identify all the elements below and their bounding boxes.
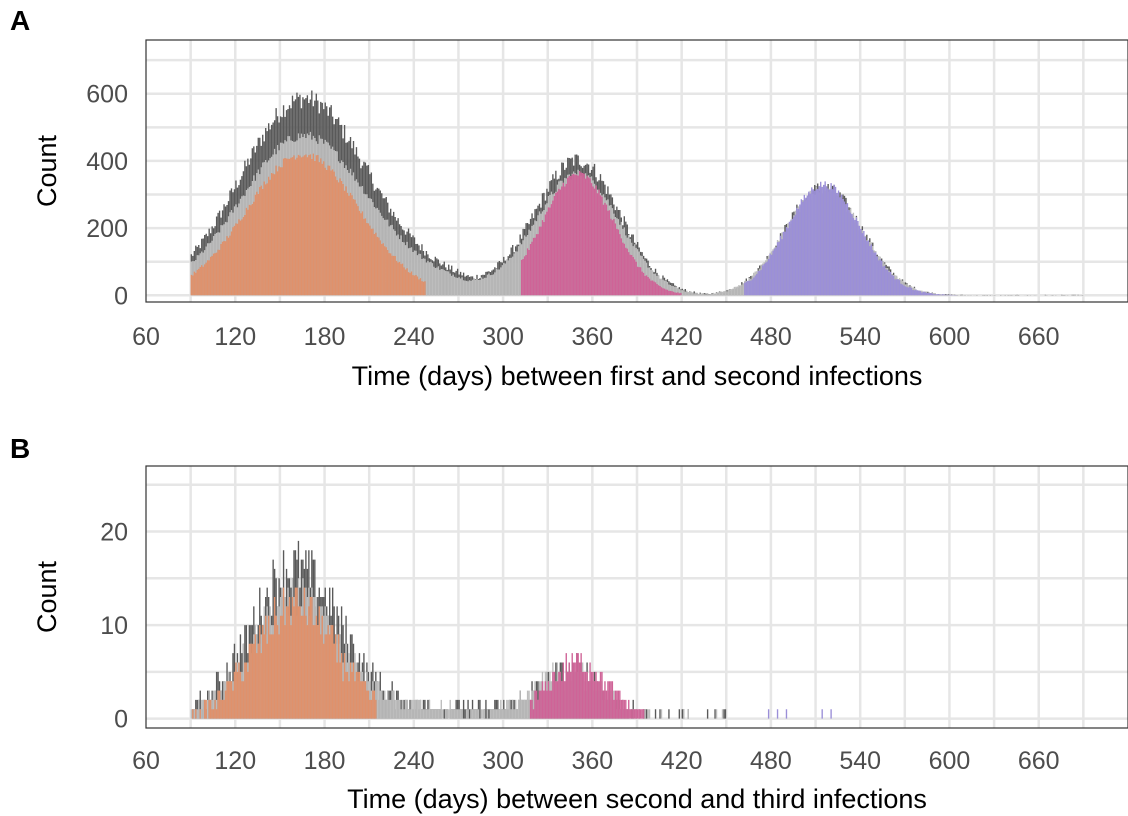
y-tick-label: 600 <box>86 81 128 109</box>
x-tick-label: 660 <box>1018 747 1060 775</box>
panel-a-letter: A <box>10 5 30 36</box>
panel-b-x-ticks: 60 120 180 240 300 360 420 480 540 600 660 <box>132 747 1059 775</box>
x-tick-label: 120 <box>214 323 256 351</box>
x-tick-label: 600 <box>929 747 971 775</box>
x-tick-label: 600 <box>929 323 971 351</box>
panel-a-bars <box>190 90 1084 296</box>
series-third_peak-bars <box>744 181 957 296</box>
panel-a-y-ticks: 0 200 400 600 <box>86 81 128 311</box>
x-tick-label: 360 <box>572 747 614 775</box>
x-tick-label: 120 <box>214 747 256 775</box>
y-tick-label: 20 <box>100 519 128 547</box>
x-tick-label: 180 <box>304 323 346 351</box>
x-tick-label: 240 <box>393 323 435 351</box>
panel-b: B 60 120 180 240 300 360 420 480 540 600 660 0 10 20… <box>10 433 1128 814</box>
y-tick-label: 200 <box>86 215 128 243</box>
x-tick-label: 180 <box>304 747 346 775</box>
y-tick-label: 400 <box>86 148 128 176</box>
x-tick-label: 420 <box>661 747 703 775</box>
x-tick-label: 360 <box>572 323 614 351</box>
x-tick-label: 300 <box>482 323 524 351</box>
series-second_peak-bars <box>520 171 682 296</box>
panel-b-x-axis-title: Time (days) between second and third inf… <box>347 784 927 814</box>
y-tick-label: 0 <box>114 282 128 310</box>
y-tick-label: 0 <box>114 706 128 734</box>
series-second_peak-bars <box>529 653 645 719</box>
panel-b-frame <box>145 465 1128 729</box>
panel-b-y-ticks: 0 10 20 <box>100 519 128 734</box>
panel-b-bars <box>190 540 832 719</box>
panel-a: A 60 120 180 240 300 360 420 480 540 600 660 0 200 4… <box>10 5 1128 391</box>
panel-a-x-axis-title: Time (days) between first and second inf… <box>352 361 923 391</box>
panel-b-letter: B <box>10 433 30 464</box>
x-tick-label: 480 <box>750 323 792 351</box>
panel-a-x-ticks: 60 120 180 240 300 360 420 480 540 600 660 <box>132 323 1059 351</box>
x-tick-label: 60 <box>132 747 160 775</box>
series-first_peak-bars <box>192 587 377 719</box>
x-tick-label: 540 <box>839 323 881 351</box>
x-tick-label: 660 <box>1018 323 1060 351</box>
series-first_peak-bars <box>190 153 426 296</box>
x-tick-label: 540 <box>839 747 881 775</box>
x-tick-label: 60 <box>132 323 160 351</box>
panel-b-y-axis-title: Count <box>32 560 62 633</box>
panel-a-frame <box>145 39 1128 303</box>
x-tick-label: 420 <box>661 323 703 351</box>
x-tick-label: 300 <box>482 747 524 775</box>
x-tick-label: 480 <box>750 747 792 775</box>
y-tick-label: 10 <box>100 612 128 640</box>
x-tick-label: 240 <box>393 747 435 775</box>
panel-a-y-axis-title: Count <box>32 134 62 207</box>
